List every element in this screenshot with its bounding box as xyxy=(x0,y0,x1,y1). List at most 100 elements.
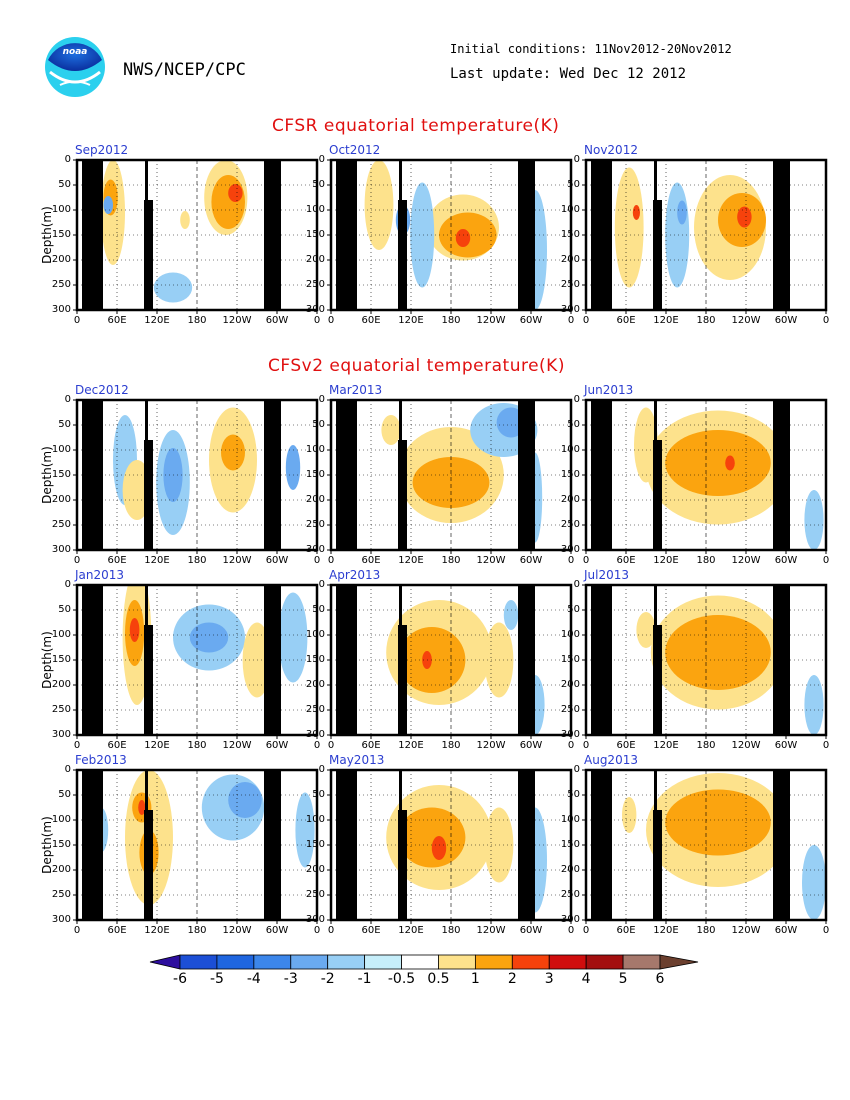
panel-title: Sep2012 xyxy=(75,143,129,157)
colorbar-swatch xyxy=(438,954,476,970)
colorbar-swatch xyxy=(511,954,550,970)
x-tick-label: 180 xyxy=(441,315,461,326)
x-tick-label: 120E xyxy=(653,315,679,326)
y-tick-label: 100 xyxy=(51,204,71,215)
land-mask-indonesia xyxy=(398,625,407,735)
y-tick-label: 50 xyxy=(567,419,580,430)
panel-oct2012 xyxy=(327,158,573,314)
y-tick-label: 250 xyxy=(51,889,71,900)
y-tick-label: 250 xyxy=(305,889,325,900)
land-mask-africa xyxy=(591,585,612,735)
land-mask-africa xyxy=(591,160,612,310)
y-tick-label: 50 xyxy=(312,604,325,615)
y-tick-label: 50 xyxy=(58,419,71,430)
y-axis-label: Depth(m) xyxy=(40,446,54,504)
y-tick-label: 0 xyxy=(318,764,325,775)
land-mask-americas xyxy=(773,585,790,735)
y-tick-label: 150 xyxy=(305,229,325,240)
land-mask-africa xyxy=(82,585,103,735)
land-mask-indonesia xyxy=(144,440,153,550)
land-mask-indonesia-top xyxy=(399,400,402,448)
x-tick-label: 60W xyxy=(774,925,798,936)
colorbar-label: -0.5 xyxy=(387,971,416,987)
land-mask-africa xyxy=(591,770,612,920)
panel-aug2013 xyxy=(582,768,828,924)
x-tick-label: 60E xyxy=(361,925,381,936)
colorbar-swatch xyxy=(327,954,366,970)
x-tick-label: 0 xyxy=(582,740,590,751)
x-tick-label: 0 xyxy=(582,555,590,566)
noaa-logo xyxy=(45,37,105,97)
land-mask-africa xyxy=(336,160,357,310)
y-tick-label: 300 xyxy=(560,914,580,925)
colorbar-label: 2 xyxy=(507,971,517,987)
y-tick-label: 200 xyxy=(51,494,71,505)
land-mask-americas xyxy=(773,160,790,310)
y-tick-label: 100 xyxy=(560,204,580,215)
land-mask-indonesia xyxy=(144,625,153,735)
anomaly-blob xyxy=(622,797,637,833)
x-tick-label: 0 xyxy=(327,555,335,566)
land-mask-africa xyxy=(82,400,103,550)
x-tick-label: 120E xyxy=(398,925,424,936)
colorbar-swatch xyxy=(179,954,218,970)
land-mask-americas xyxy=(773,770,790,920)
y-axis-label: Depth(m) xyxy=(40,631,54,689)
anomaly-blob xyxy=(295,792,315,868)
y-tick-label: 250 xyxy=(305,279,325,290)
y-tick-label: 0 xyxy=(64,154,71,165)
anomaly-blob xyxy=(804,675,824,735)
land-mask-indonesia-top xyxy=(145,585,148,633)
land-mask-indonesia xyxy=(398,200,407,310)
x-tick-label: 0 xyxy=(327,740,335,751)
x-tick-label: 0 xyxy=(73,315,81,326)
y-tick-label: 200 xyxy=(560,494,580,505)
y-tick-label: 100 xyxy=(305,629,325,640)
y-tick-label: 300 xyxy=(305,729,325,740)
cfsv2-section-title: CFSv2 equatorial temperature(K) xyxy=(268,356,565,376)
panel-may2013 xyxy=(327,768,573,924)
colorbar-swatch xyxy=(364,954,402,970)
land-mask-indonesia-top xyxy=(654,400,657,448)
panel-jan2013 xyxy=(73,583,319,739)
anomaly-blob xyxy=(503,600,519,630)
y-tick-label: 200 xyxy=(560,679,580,690)
x-tick-label: 120W xyxy=(731,740,761,751)
x-tick-label: 120E xyxy=(653,740,679,751)
x-tick-label: 180 xyxy=(187,315,207,326)
x-tick-label: 120W xyxy=(222,555,252,566)
anomaly-blob xyxy=(398,807,466,868)
x-tick-label: 60E xyxy=(361,740,381,751)
x-tick-label: 60W xyxy=(519,740,543,751)
last-update: Last update: Wed Dec 12 2012 xyxy=(450,66,687,82)
y-tick-label: 200 xyxy=(51,679,71,690)
land-mask-indonesia xyxy=(398,440,407,550)
x-tick-label: 0 xyxy=(73,555,81,566)
x-tick-label: 0 xyxy=(313,315,321,326)
x-tick-label: 0 xyxy=(327,925,335,936)
y-tick-label: 150 xyxy=(51,654,71,665)
x-tick-label: 0 xyxy=(582,925,590,936)
y-tick-label: 50 xyxy=(58,179,71,190)
y-tick-label: 150 xyxy=(305,469,325,480)
land-mask-indonesia xyxy=(653,200,662,310)
land-mask-americas xyxy=(264,585,281,735)
land-mask-indonesia-top xyxy=(654,770,657,818)
x-tick-label: 180 xyxy=(696,315,716,326)
x-tick-label: 120W xyxy=(731,925,761,936)
panel-title: Nov2012 xyxy=(584,143,638,157)
x-tick-label: 0 xyxy=(327,315,335,326)
x-tick-label: 120W xyxy=(222,740,252,751)
land-mask-africa xyxy=(591,400,612,550)
panel-apr2013 xyxy=(327,583,573,739)
y-tick-label: 150 xyxy=(560,469,580,480)
x-tick-label: 60E xyxy=(361,555,381,566)
land-mask-americas xyxy=(264,400,281,550)
colorbar-label: 1 xyxy=(470,971,480,987)
land-mask-indonesia xyxy=(144,810,153,920)
cfsr-section-title: CFSR equatorial temperature(K) xyxy=(272,116,560,136)
colorbar-label: 3 xyxy=(544,971,554,987)
land-mask-americas xyxy=(518,160,535,310)
x-tick-label: 180 xyxy=(696,740,716,751)
